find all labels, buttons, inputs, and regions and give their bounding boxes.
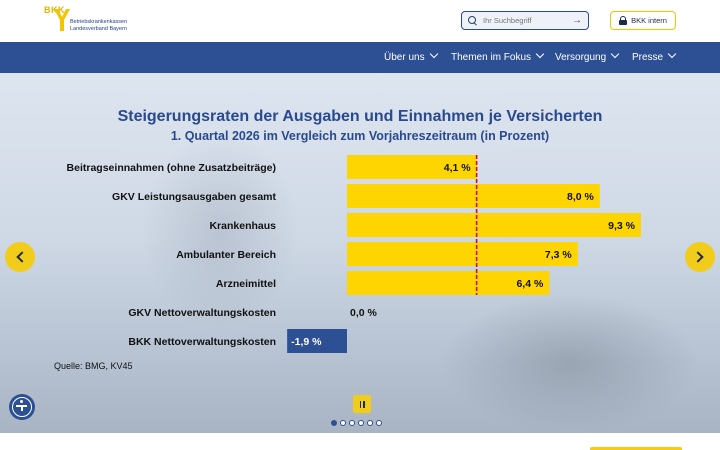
- search-submit-arrow-icon[interactable]: →: [572, 15, 582, 26]
- pause-icon-bar: [363, 400, 365, 408]
- accessibility-icon: [12, 397, 32, 417]
- bar: [347, 271, 550, 295]
- pause-icon-bar: [359, 400, 361, 408]
- bar: [287, 329, 347, 353]
- header: BKK Betriebskrankenkassen Landesverband …: [0, 0, 720, 42]
- slider-dot[interactable]: [358, 420, 364, 426]
- bar-value-label: 0,0 %: [350, 307, 378, 319]
- slider-dot[interactable]: [349, 420, 355, 426]
- slider-dot[interactable]: [376, 420, 382, 426]
- main-nav: Über uns Themen im Fokus Versorgung Pres…: [0, 42, 720, 73]
- bar-value-label: 4,1 %: [444, 162, 472, 174]
- slider-dots: [331, 420, 382, 426]
- chevron-left-icon: [16, 251, 28, 263]
- logo-line-2: Landesverband Bayern: [70, 26, 127, 32]
- nav-item-versorgung[interactable]: Versorgung: [555, 42, 620, 73]
- category-label: Ambulanter Bereich: [176, 249, 276, 261]
- category-label: Krankenhaus: [209, 220, 276, 232]
- bar-value-label: 6,4 %: [516, 278, 544, 290]
- bar: [347, 242, 578, 266]
- bar: [347, 184, 600, 208]
- nav-item-label: Über uns: [384, 52, 425, 63]
- search-icon: [468, 15, 478, 26]
- chevron-down-icon: [667, 49, 677, 59]
- bkk-intern-label: BKK intern: [631, 16, 667, 25]
- logo-line-1: Betriebskrankenkassen: [70, 19, 128, 25]
- nav-item-themen-im-fokus[interactable]: Themen im Fokus: [451, 42, 545, 73]
- bar-value-label: 8,0 %: [567, 191, 595, 203]
- slider-next-button[interactable]: [685, 242, 715, 272]
- slider-dot[interactable]: [340, 420, 346, 426]
- lock-icon: [619, 16, 628, 25]
- slider-dot[interactable]: [367, 420, 373, 426]
- background-decoration: [140, 133, 300, 333]
- category-label: Beitragseinnahmen (ohne Zusatzbeiträge): [67, 162, 276, 174]
- nav-item-presse[interactable]: Presse: [632, 42, 677, 73]
- slider-prev-button[interactable]: [5, 242, 35, 272]
- footer-yellow-button-peek[interactable]: [590, 447, 682, 450]
- slider-dot[interactable]: [331, 420, 337, 426]
- bar-value-label: 7,3 %: [545, 249, 573, 261]
- logo-brand: BKK: [44, 5, 65, 15]
- bar: [347, 213, 641, 237]
- nav-item-ueber-uns[interactable]: Über uns: [384, 42, 438, 73]
- search-input[interactable]: [483, 16, 571, 25]
- nav-item-label: Versorgung: [555, 52, 607, 63]
- bar-chart: Beitragseinnahmen (ohne Zusatzbeiträge) 4…: [67, 155, 641, 353]
- category-label: BKK Nettoverwaltungskosten: [128, 336, 276, 348]
- hero-slider: Steigerungsraten der Ausgaben und Einnah…: [0, 73, 720, 433]
- bar-value-label: -1,9 %: [291, 336, 322, 348]
- chart-source: Quelle: BMG, KV45: [54, 361, 133, 371]
- slider-pause-button[interactable]: [353, 395, 371, 413]
- accessibility-button[interactable]: [9, 394, 35, 420]
- bkk-logo[interactable]: BKK Betriebskrankenkassen Landesverband …: [44, 5, 154, 37]
- logo-y-icon: [54, 9, 70, 31]
- category-label: Arzneimittel: [216, 278, 276, 290]
- nav-item-label: Presse: [632, 52, 664, 63]
- bar-value-label: 9,3 %: [608, 220, 636, 232]
- chevron-down-icon: [610, 49, 620, 59]
- chart-title: Steigerungsraten der Ausgaben und Einnah…: [117, 108, 603, 125]
- chevron-down-icon: [535, 49, 545, 59]
- bar: [347, 155, 477, 179]
- category-label: GKV Leistungsausgaben gesamt: [112, 191, 276, 203]
- accessibility-icon-body: [21, 406, 23, 411]
- category-label: GKV Nettoverwaltungskosten: [128, 307, 276, 319]
- nav-item-label: Themen im Fokus: [451, 52, 532, 63]
- chevron-down-icon: [429, 49, 438, 59]
- chart-subtitle: 1. Quartal 2026 im Vergleich zum Vorjahr…: [170, 129, 550, 143]
- chevron-right-icon: [692, 251, 704, 263]
- search-box[interactable]: →: [461, 11, 589, 30]
- background-coins: [440, 293, 700, 433]
- bkk-intern-button[interactable]: BKK intern: [610, 11, 676, 30]
